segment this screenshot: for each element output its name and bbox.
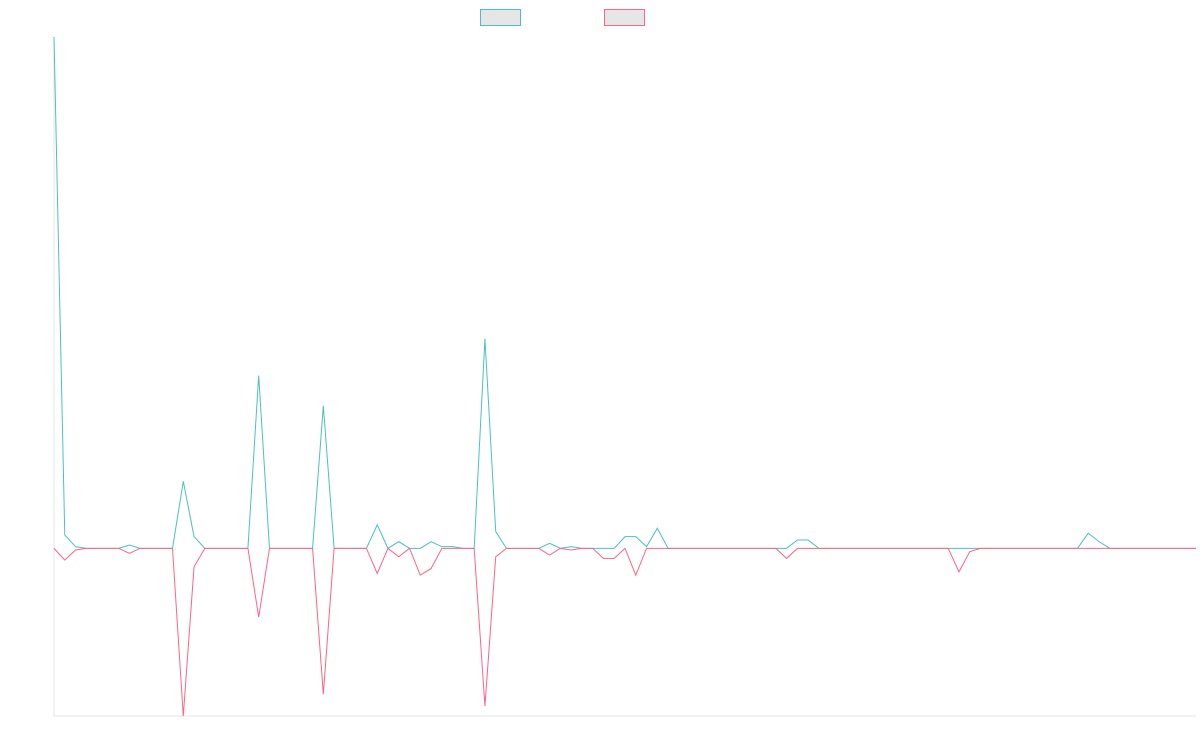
series-line-1 bbox=[53, 36, 1196, 550]
series-line-2 bbox=[53, 547, 1196, 717]
legend-swatch-1[interactable] bbox=[480, 9, 521, 26]
legend-swatch-2[interactable] bbox=[604, 9, 645, 26]
legend bbox=[480, 9, 645, 26]
axes bbox=[53, 37, 1196, 717]
series-layer bbox=[53, 36, 1196, 717]
